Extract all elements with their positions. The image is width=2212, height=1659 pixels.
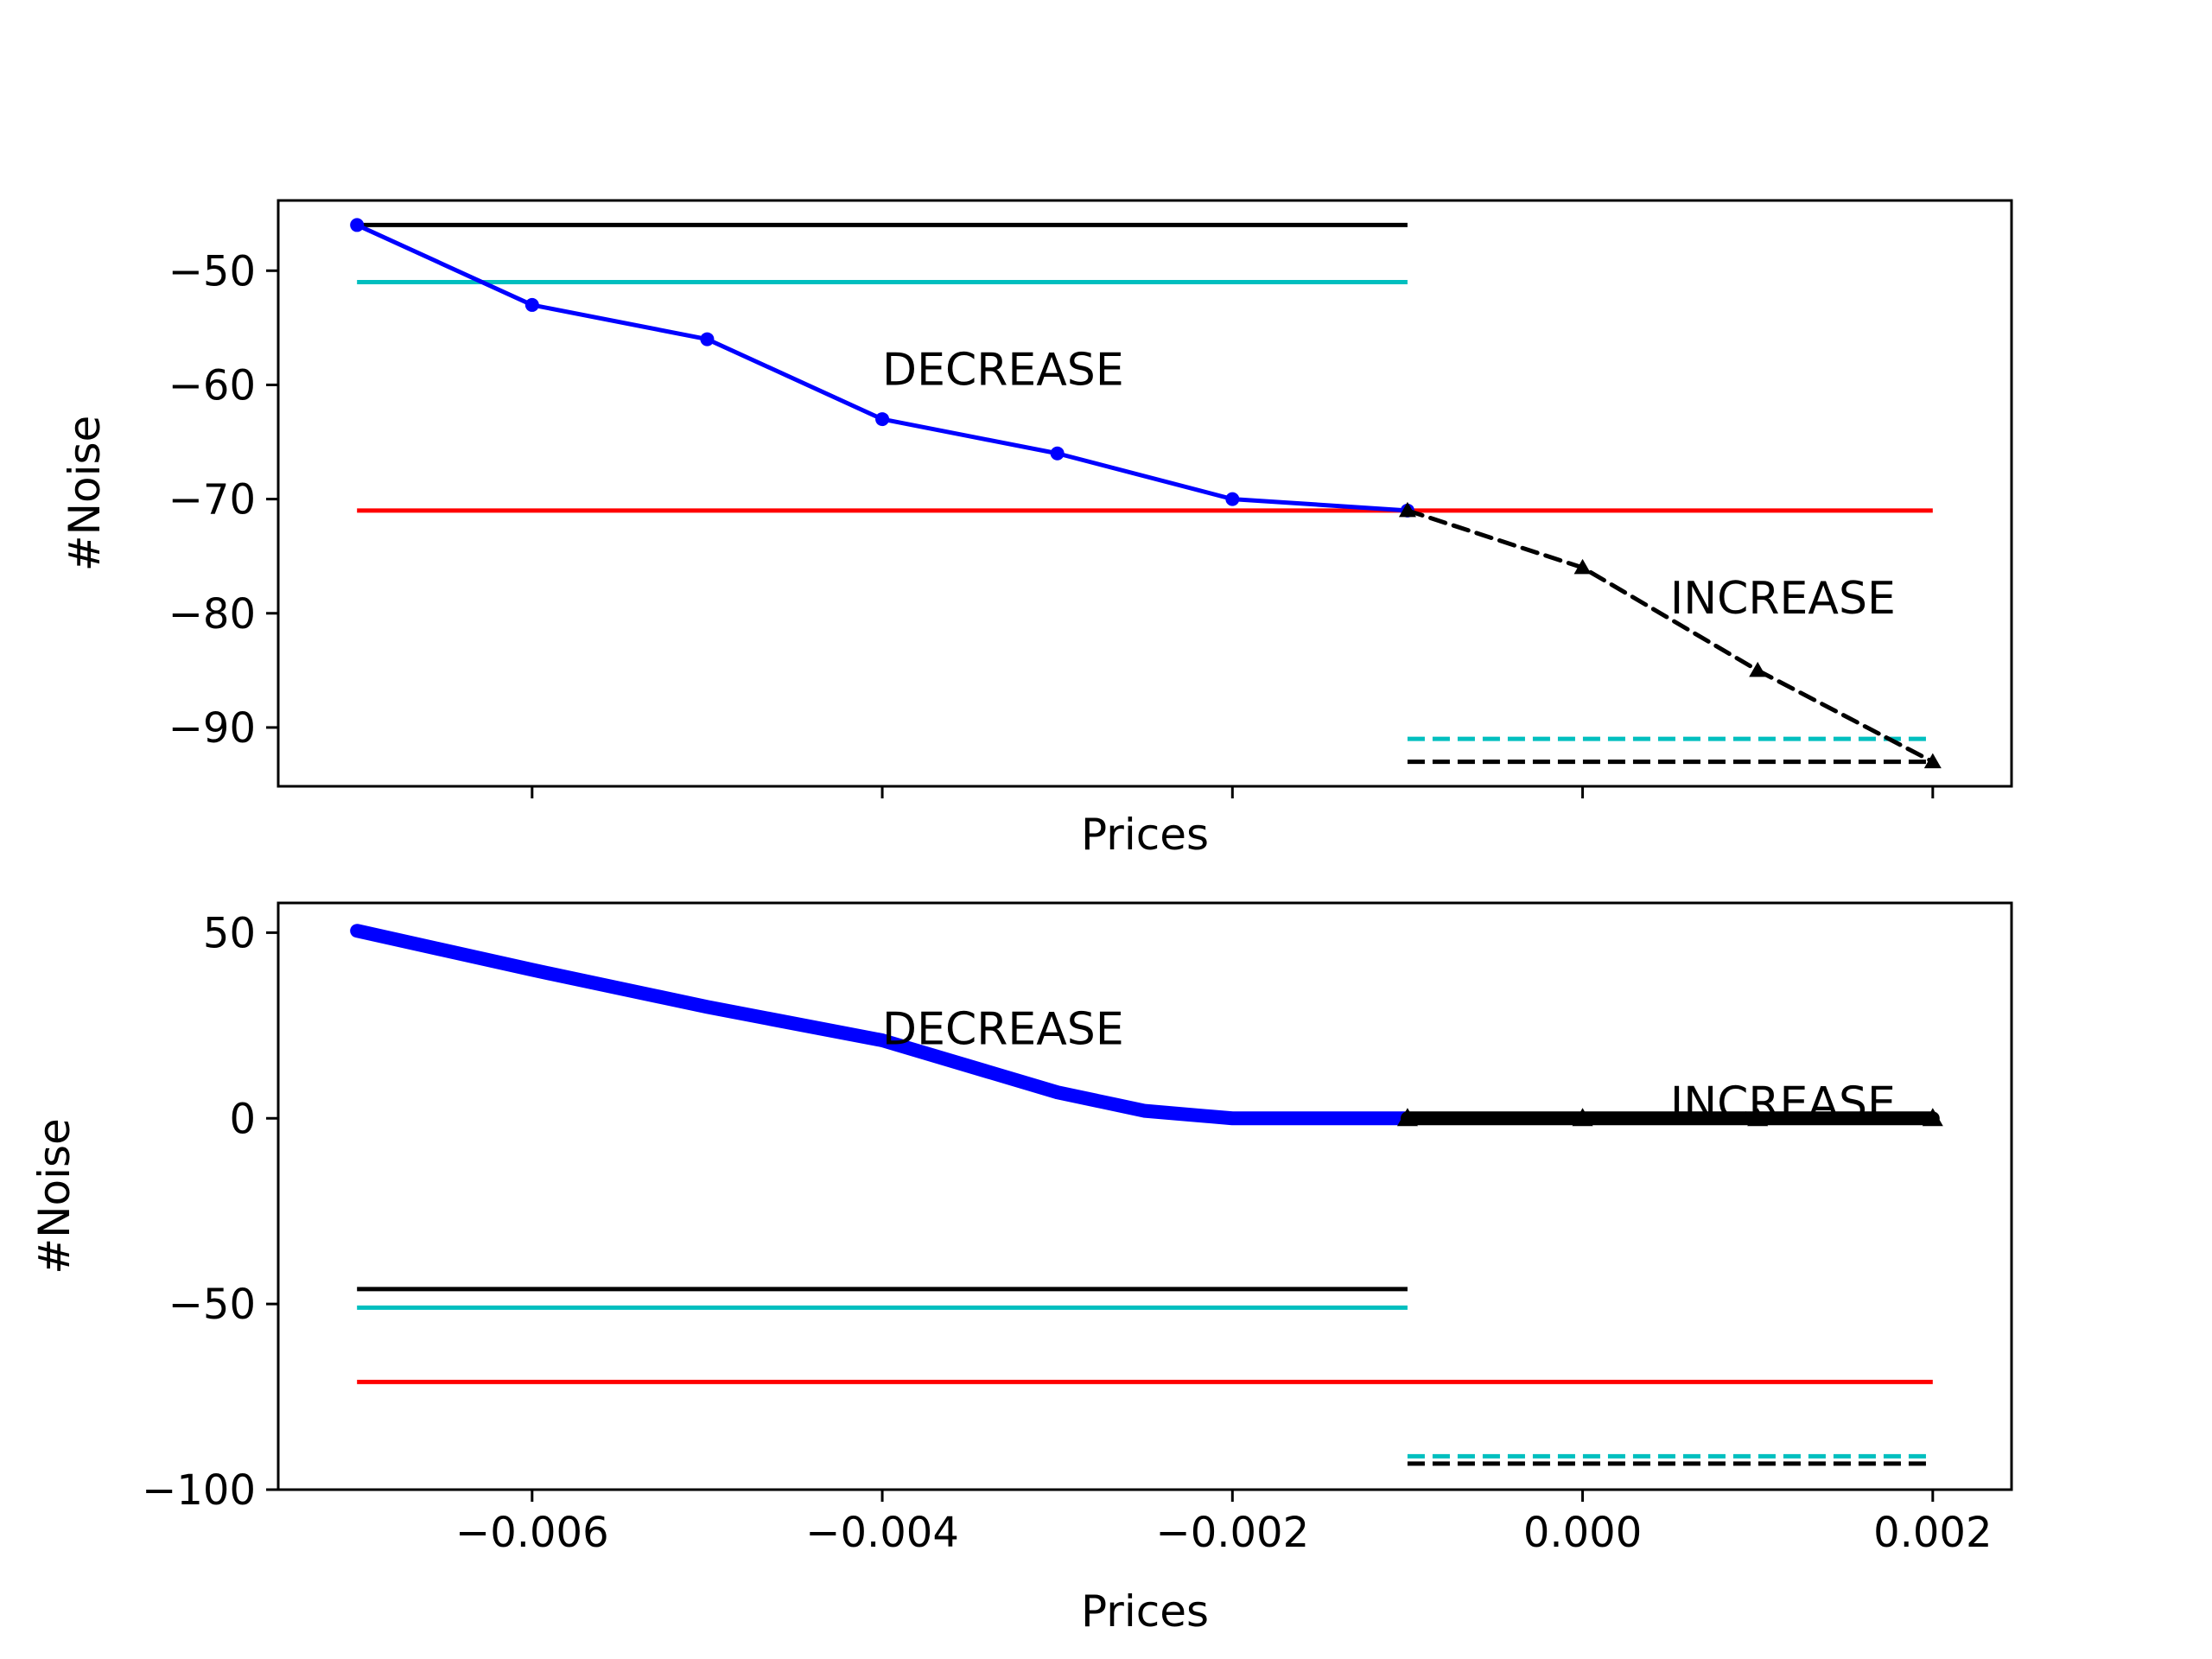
chart-1-xtick-label: −0.002 (1155, 1509, 1309, 1557)
chart-0-series-0-point (875, 412, 890, 427)
chart-1-x-axis-label: Prices (1081, 1586, 1209, 1637)
chart-0-series-1-point (1749, 661, 1767, 677)
chart-1-xtick-label: −0.006 (455, 1509, 609, 1557)
chart-1-xtick-label: −0.004 (805, 1509, 959, 1557)
chart-0-ytick-label: −90 (168, 704, 256, 753)
chart-1-series-1-point (1747, 1108, 1769, 1127)
chart-0-series-0-point (524, 297, 539, 312)
chart-0-y-axis-label: #Noise (60, 416, 110, 572)
chart-1-ytick-label: −50 (168, 1281, 256, 1329)
chart-1-series-1-point (1572, 1108, 1593, 1127)
chart-1-ytick-label: 50 (203, 909, 256, 957)
chart-0-x-axis-label: Prices (1081, 810, 1209, 860)
chart-0-series-0-point (1050, 446, 1065, 461)
chart-1-xtick-label: 0.002 (1873, 1509, 1992, 1557)
chart-0-series-1-line (1405, 508, 1936, 765)
chart-1-y-axis-label: #Noise (29, 1118, 79, 1274)
chart-1-ytick-label: 0 (229, 1095, 256, 1143)
chart-0-series-1-point (1573, 558, 1592, 575)
chart-0-series-0-point (350, 218, 365, 232)
chart-1-series-0-line (350, 924, 1414, 1126)
bottom-panel: DECREASE INCREASE −0.006 −0.004 −0.002 0.000 0… (29, 901, 2013, 1637)
chart-0-series-1-point (1398, 501, 1416, 518)
chart-0-ytick-label: −80 (168, 590, 256, 639)
top-panel: DECREASE INCREASE −50 −60 −70 −80 −90 Prices #No… (60, 199, 2013, 860)
chart-1-xtick-label: 0.000 (1523, 1509, 1642, 1557)
chart-0-annotation-1: INCREASE (1670, 573, 1896, 625)
chart-1-ytick-label: −100 (142, 1466, 256, 1515)
chart-1-annotation-0: DECREASE (882, 1003, 1124, 1055)
chart-0-series-0-point (1225, 492, 1240, 506)
chart-0-series-1-point (1923, 753, 1942, 769)
chart-0-axes-frame (276, 199, 2013, 788)
chart-0-ytick-label: −70 (168, 476, 256, 524)
chart-1-series-1-point (1396, 1108, 1418, 1127)
chart-0-annotation-0: DECREASE (882, 344, 1124, 396)
chart-1-axes-frame (276, 901, 2013, 1491)
chart-1-annotation-1: INCREASE (1670, 1077, 1896, 1129)
chart-1-series-1-point (1922, 1108, 1943, 1127)
chart-0-series-0-point (700, 332, 715, 346)
chart-0-ytick-label: −50 (168, 247, 256, 296)
chart-0-ytick-label: −60 (168, 361, 256, 410)
